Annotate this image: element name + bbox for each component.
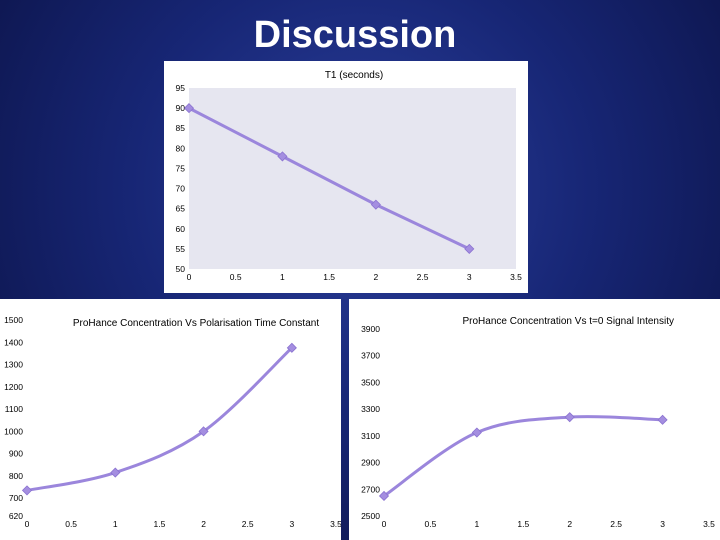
y-tick-label: 60 [176,224,186,234]
y-tick-label: 75 [176,163,186,173]
x-tick-label: 2.5 [242,519,254,529]
y-tick-label: 85 [176,123,186,133]
data-point [378,490,390,502]
series-line [187,106,471,251]
x-tick-label: 1.5 [517,519,529,529]
data-point [564,412,575,423]
y-tick-label: 3100 [361,431,380,441]
signal-chart-panel: ProHance Concentration Vs t=0 Signal Int… [349,299,720,540]
y-tick-label: 620 [9,511,23,521]
x-tick-label: 2.5 [417,272,429,282]
data-point [464,243,475,254]
x-tick-label: 1 [474,519,479,529]
x-tick-label: 3 [660,519,665,529]
x-tick-label: 0.5 [65,519,77,529]
plot-area [189,88,516,269]
y-tick-label: 1400 [4,337,23,347]
polarisation-chart-panel: ProHance Concentration Vs Polarisation T… [0,299,341,540]
x-tick-label: 0 [25,519,30,529]
y-tick-label: 1200 [4,382,23,392]
y-tick-label: 900 [9,449,23,459]
y-tick-label: 3500 [361,377,380,387]
series-line [25,346,294,492]
data-point [286,342,297,353]
data-point [21,485,33,496]
x-tick-label: 3 [289,519,294,529]
y-tick-label: 700 [9,493,23,503]
chart-title: ProHance Concentration Vs t=0 Signal Int… [462,316,674,327]
x-tick-label: 2 [567,519,572,529]
y-tick-label: 800 [9,471,23,481]
x-tick-label: 0 [382,519,387,529]
signal-chart: ProHance Concentration Vs t=0 Signal Int… [361,316,715,529]
y-tick-label: 2500 [361,511,380,521]
polarisation-chart: ProHance Concentration Vs Polarisation T… [4,315,341,529]
y-tick-label: 95 [176,83,186,93]
x-tick-label: 0 [187,272,192,282]
series-line [382,415,665,498]
x-tick-label: 1 [280,272,285,282]
y-tick-label: 1300 [4,360,23,370]
y-tick-label: 90 [176,103,186,113]
y-tick-label: 65 [176,204,186,214]
y-tick-label: 3300 [361,404,380,414]
y-tick-label: 2900 [361,458,380,468]
data-point [198,426,209,437]
y-tick-label: 3700 [361,351,380,361]
x-tick-label: 1.5 [154,519,166,529]
y-tick-label: 2700 [361,484,380,494]
slide-title: Discussion [253,14,457,56]
x-tick-label: 1 [113,519,118,529]
plot-area [27,320,336,516]
chart-title: ProHance Concentration Vs Polarisation T… [73,318,319,329]
x-tick-label: 3 [467,272,472,282]
data-point [657,414,668,425]
y-tick-label: 70 [176,184,186,194]
y-tick-label: 3900 [361,324,380,334]
plot-area [384,329,709,516]
x-tick-label: 3.5 [703,519,715,529]
y-tick-label: 1000 [4,426,23,436]
y-tick-label: 50 [176,264,186,274]
data-point [370,199,381,210]
x-tick-label: 3.5 [330,519,341,529]
chart-title: T1 (seconds) [325,70,383,81]
y-tick-label: 1100 [5,404,24,414]
x-tick-label: 2 [201,519,206,529]
data-point [277,151,288,162]
x-tick-label: 0.5 [230,272,242,282]
data-point [471,427,482,438]
y-tick-label: 55 [176,244,186,254]
t1-chart: T1 (seconds) 50 55 60 65 70 75 80 85 90 95 0 0.5 1 1.5… [176,70,523,282]
t1-chart-panel: T1 (seconds) 50 55 60 65 70 75 80 85 90 95 0 0.5 1 1.5… [164,61,528,293]
x-tick-label: 2 [373,272,378,282]
x-tick-label: 3.5 [510,272,522,282]
x-tick-label: 0.5 [425,519,437,529]
x-tick-label: 2.5 [610,519,622,529]
data-point [110,467,121,478]
y-tick-label: 80 [176,143,186,153]
y-tick-label: 1500 [4,315,23,325]
x-tick-label: 1.5 [323,272,335,282]
data-point [183,103,195,114]
